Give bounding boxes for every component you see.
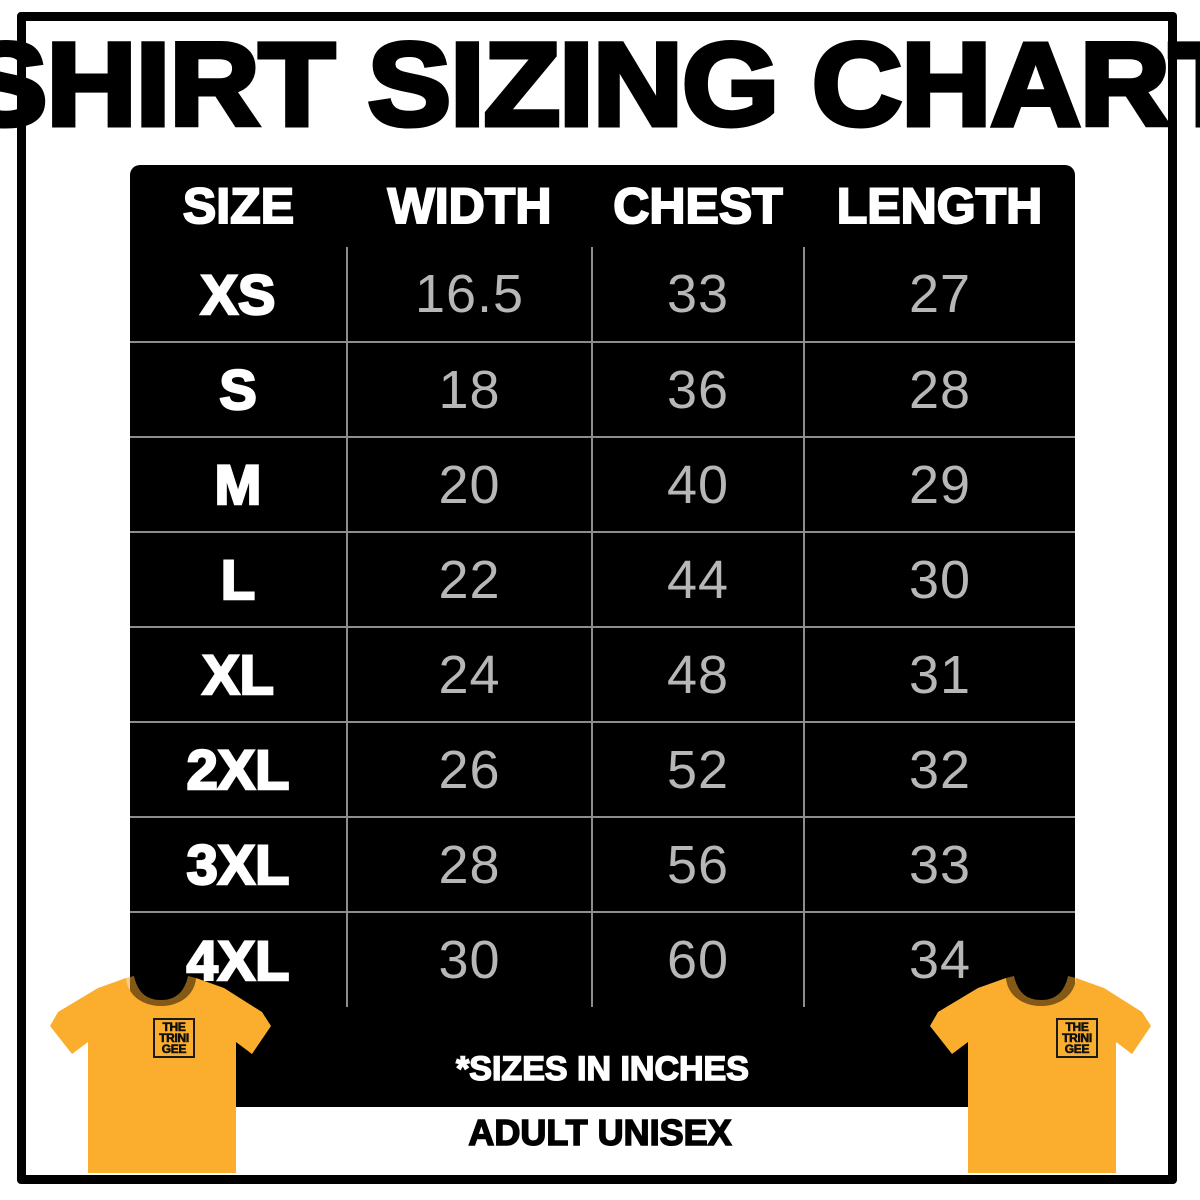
cell-size: M: [130, 436, 347, 532]
cell-chest: 60: [591, 911, 804, 1007]
sizing-table: SIZE WIDTH CHEST LENGTH XS 16.5 33 27 S …: [130, 165, 1075, 1007]
cell-chest: 40: [591, 436, 804, 532]
shirt-logo-line-2: TRINI: [159, 1030, 190, 1045]
cell-chest: 52: [591, 721, 804, 817]
cell-width: 16.5: [346, 247, 592, 342]
table-row: 3XL 28 56 33: [130, 816, 1075, 912]
cell-size: L: [130, 531, 347, 627]
cell-width: 24: [346, 626, 592, 722]
column-header-length: LENGTH: [836, 177, 1044, 235]
tshirt-icon: [930, 976, 1151, 1173]
cell-width: 20: [346, 436, 592, 532]
sizes-in-inches-note: *SIZES IN INCHES: [455, 1049, 749, 1089]
cell-width: 30: [346, 911, 592, 1007]
table-row: 2XL 26 52 32: [130, 721, 1075, 817]
cell-chest: 44: [591, 531, 804, 627]
cell-size: 4XL: [130, 911, 347, 1007]
shirt-logo-line-1: THE: [162, 1019, 186, 1034]
cell-width: 28: [346, 816, 592, 912]
table-row: XL 24 48 31: [130, 626, 1075, 722]
cell-length: 30: [803, 531, 1075, 627]
table-row: XS 16.5 33 27: [130, 247, 1075, 342]
table-row: L 22 44 30: [130, 531, 1075, 627]
shirt-logo-line-1: THE: [1065, 1019, 1089, 1034]
table-body: XS 16.5 33 27 S 18 36 28 M 20 40 29: [130, 247, 1075, 1007]
cell-size: XL: [130, 626, 347, 722]
table-row: M 20 40 29: [130, 436, 1075, 532]
page-title: SHIRT SIZING CHART: [0, 19, 1200, 151]
cell-size: XS: [199, 261, 276, 327]
cell-size: S: [130, 341, 347, 437]
cell-chest: 36: [591, 341, 804, 437]
cell-length: 28: [803, 341, 1075, 437]
cell-length: 32: [803, 721, 1075, 817]
tshirt-icon: [50, 976, 271, 1173]
shirt-logo-right: THE TRINI GEE: [1056, 1018, 1098, 1058]
tshirt-graphic-right: THE TRINI GEE: [928, 968, 1153, 1178]
cell-chest: 33: [591, 247, 804, 342]
cell-length: 34: [803, 911, 1075, 1007]
shirt-logo-line-2: TRINI: [1062, 1030, 1093, 1045]
column-header-chest: CHEST: [612, 177, 783, 235]
cell-chest: 48: [591, 626, 804, 722]
shirt-logo-line-3: GEE: [1064, 1041, 1090, 1056]
cell-length: 33: [803, 816, 1075, 912]
adult-unisex-note: ADULT UNISEX: [468, 1111, 733, 1154]
shirt-logo-line-3: GEE: [161, 1041, 187, 1056]
cell-length: 31: [803, 626, 1075, 722]
cell-size: 3XL: [130, 816, 347, 912]
tshirt-graphic-left: THE TRINI GEE: [48, 968, 273, 1178]
cell-chest: 56: [591, 816, 804, 912]
sizing-table-panel: SIZE WIDTH CHEST LENGTH XS 16.5 33 27 S …: [130, 165, 1075, 1107]
cell-size: 2XL: [130, 721, 347, 817]
table-row: S 18 36 28: [130, 341, 1075, 437]
table-header-row: SIZE WIDTH CHEST LENGTH: [130, 165, 1075, 247]
table-row: 4XL 30 60 34: [130, 911, 1075, 1007]
cell-width: 18: [346, 341, 592, 437]
column-header-width: WIDTH: [387, 177, 553, 235]
cell-width: 26: [346, 721, 592, 817]
cell-length: 27: [803, 247, 1075, 342]
cell-length: 29: [803, 436, 1075, 532]
shirt-logo-left: THE TRINI GEE: [153, 1018, 195, 1058]
column-header-size: SIZE: [182, 177, 295, 235]
cell-width: 22: [346, 531, 592, 627]
